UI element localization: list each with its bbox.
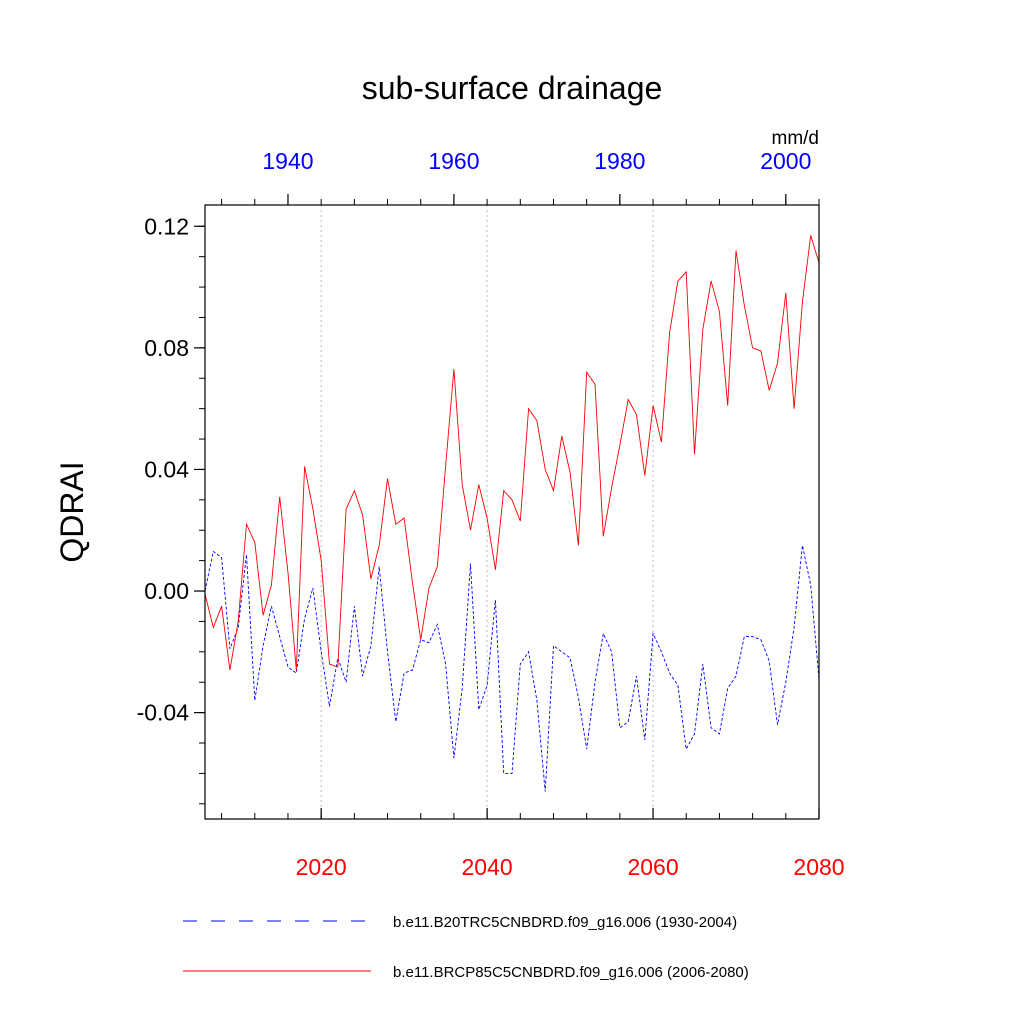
x-bottom-tick-label: 2060 [627, 854, 678, 880]
x-bottom-tick-label: 2020 [296, 854, 347, 880]
legend-label-2: b.e11.BRCP85C5CNBDRD.f09_g16.006 (2006-2… [393, 964, 749, 981]
x-top-tick-label: 1960 [428, 148, 479, 174]
series-line-historical [204, 545, 820, 792]
x-top-tick-label: 1940 [262, 148, 313, 174]
y-tick-label: 0.00 [144, 578, 189, 604]
x-bottom-tick-label: 2080 [793, 854, 844, 880]
series-layer [204, 235, 820, 792]
legend: b.e11.B20TRC5CNBDRD.f09_g16.006 (1930-20… [183, 914, 749, 981]
x-top-tick-label: 2000 [760, 148, 811, 174]
series-line-rcp85 [204, 235, 820, 671]
x-top-tick-label: 1980 [594, 148, 645, 174]
y-axis-label: QDRAI [54, 461, 90, 562]
gridlines [320, 205, 654, 819]
y-tick-label: 0.12 [144, 213, 189, 239]
units-label: mm/d [772, 128, 820, 149]
y-tick-label: 0.08 [144, 335, 189, 361]
y-tick-label: 0.04 [144, 456, 189, 482]
legend-label-1: b.e11.B20TRC5CNBDRD.f09_g16.006 (1930-20… [393, 914, 737, 931]
plot-frame [204, 204, 820, 820]
chart-title: sub-surface drainage [362, 70, 663, 106]
x-bottom-tick-label: 2040 [462, 854, 513, 880]
y-tick-label: -0.04 [137, 700, 190, 726]
axes: -0.04 0.00 0.04 0.08 0.12 2020 2040 2060 2080 194… [137, 148, 845, 880]
